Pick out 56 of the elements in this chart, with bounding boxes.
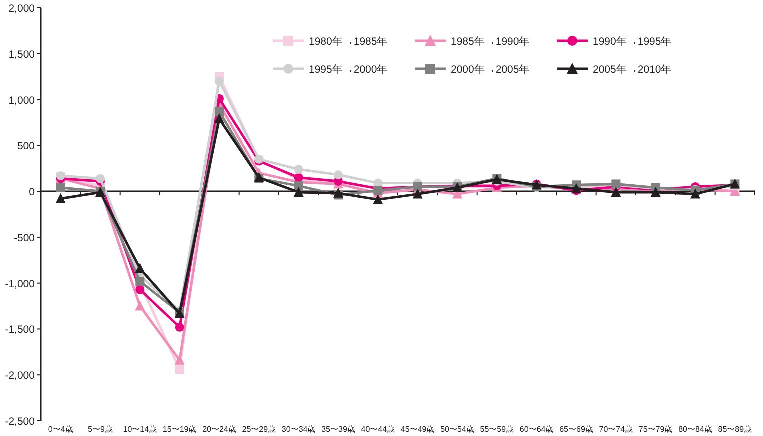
legend-label: 2005年→2010年 <box>593 64 672 76</box>
x-tick-label: 30〜34歳 <box>282 425 316 434</box>
x-tick-label: 20〜24歳 <box>202 425 236 434</box>
point <box>175 322 184 332</box>
y-tick-label: -1,000 <box>5 278 36 290</box>
y-tick-label: -1,500 <box>5 324 36 336</box>
point <box>294 186 304 197</box>
point <box>334 188 344 198</box>
y-tick-label: -2,000 <box>5 370 36 382</box>
point <box>56 183 66 192</box>
x-tick-label: 70〜74歳 <box>599 425 634 434</box>
legend-label: 1985年→1990年 <box>451 36 530 48</box>
point <box>215 107 224 116</box>
x-tick-label: 60〜64歳 <box>520 425 554 434</box>
y-tick-label: -2,500 <box>5 416 36 428</box>
point <box>56 193 66 204</box>
x-tick-label: 45〜49歳 <box>400 425 435 434</box>
point <box>175 365 184 374</box>
y-tick-label: 1,500 <box>8 48 36 61</box>
x-tick-label: 35〜39歳 <box>322 425 356 434</box>
y-tick-label: 1,000 <box>8 94 36 107</box>
point <box>215 76 224 86</box>
x-tick-label: 5〜9歳 <box>88 425 113 434</box>
x-tick-label: 40〜44歳 <box>361 425 396 434</box>
x-tick-label: 55〜59歳 <box>480 425 514 434</box>
point <box>136 285 145 294</box>
x-tick-label: 50〜54歳 <box>440 425 474 434</box>
legend-label: 1990年→1995年 <box>593 36 672 48</box>
x-tick-label: 15〜19歳 <box>162 425 197 434</box>
x-tick-label: 75〜79歳 <box>638 425 673 434</box>
point <box>96 174 105 184</box>
x-tick-label: 25〜29歳 <box>242 425 276 434</box>
legend-label: 1980年→1985年 <box>309 36 388 48</box>
y-tick-label: 0 <box>29 186 36 199</box>
x-tick-label: 0〜4歳 <box>48 425 74 434</box>
point <box>294 165 304 174</box>
point <box>412 188 423 199</box>
legend-label: 1995年→2000年 <box>309 64 388 76</box>
y-tick-label: -500 <box>14 232 36 244</box>
point <box>135 300 146 311</box>
point <box>294 182 304 191</box>
point <box>334 170 343 180</box>
x-tick-label: 85〜89歳 <box>718 425 752 434</box>
x-tick-label: 10〜14歳 <box>123 425 158 434</box>
point <box>373 194 384 204</box>
x-tick-label: 80〜84歳 <box>678 425 712 434</box>
point <box>214 114 224 124</box>
y-tick-label: 500 <box>17 140 36 153</box>
point <box>135 263 146 274</box>
legend-label: 2000年→2005年 <box>451 64 530 76</box>
point <box>650 186 661 197</box>
y-tick-label: 2,000 <box>8 3 36 15</box>
point <box>174 354 185 365</box>
x-tick-label: 65〜69歳 <box>560 425 594 434</box>
point <box>690 188 700 199</box>
point <box>611 186 622 197</box>
